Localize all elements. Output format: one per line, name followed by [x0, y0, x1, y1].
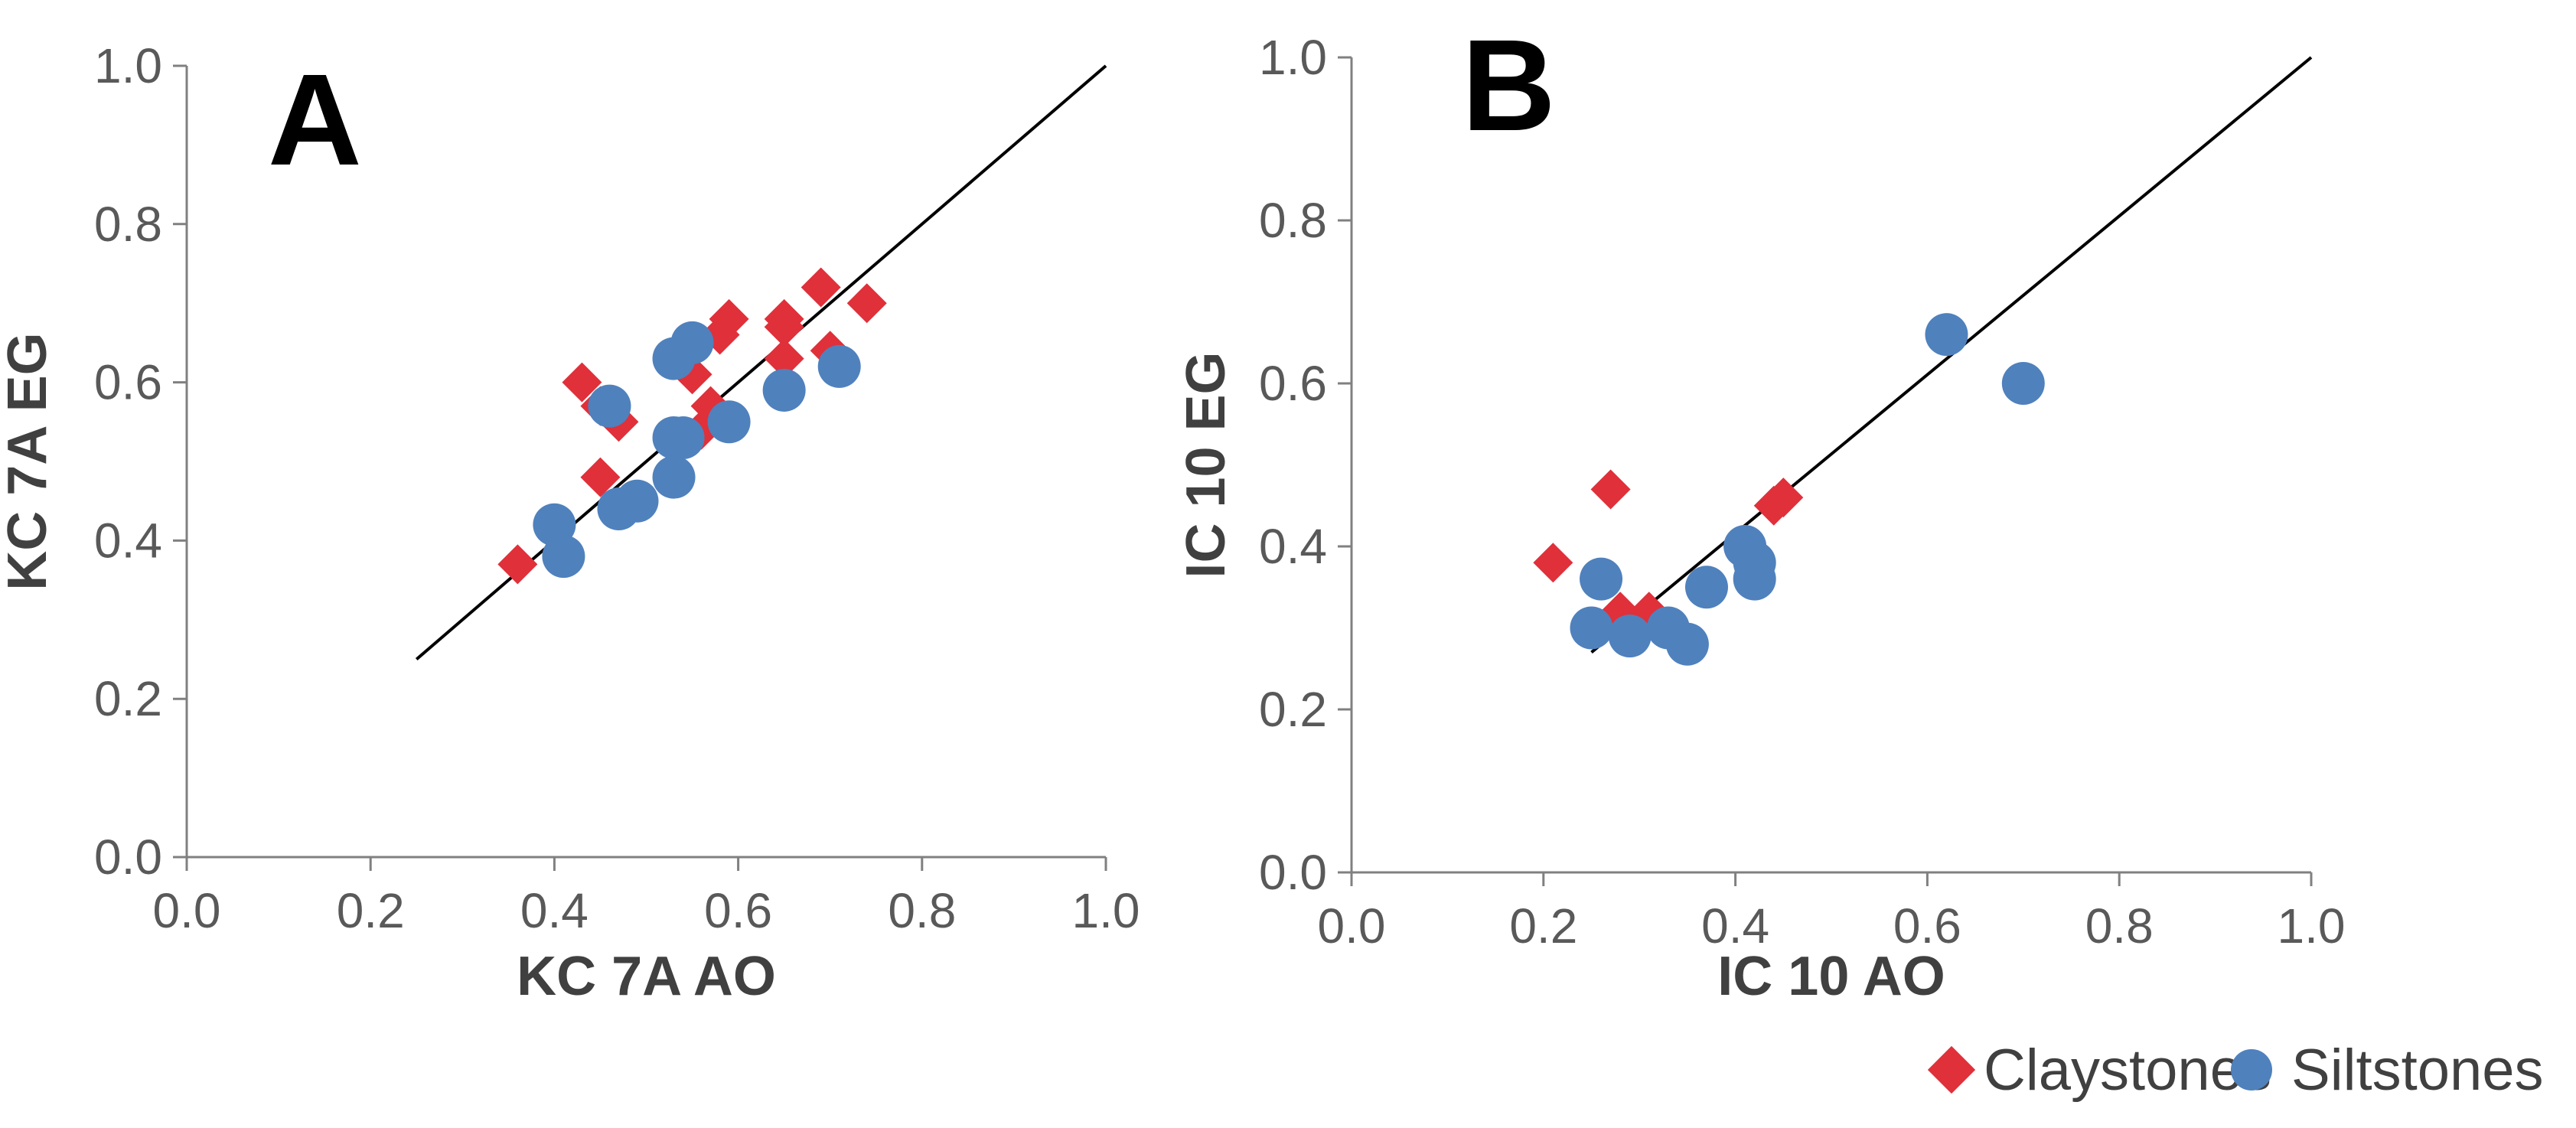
panel-a-ytick-label: 1.0: [94, 38, 162, 93]
panel-a-claystone-point: [764, 298, 804, 339]
panel-a-siltstone-point: [661, 416, 705, 459]
panel-a-siltstone-point: [707, 400, 751, 444]
panel-a-xtick-label: 0.4: [520, 883, 589, 938]
panel-a-letter: A: [268, 47, 362, 193]
panel-a-siltstone-point: [542, 535, 585, 579]
panel-a-siltstone-point: [652, 455, 696, 499]
panel-a-ytick-label: 0.2: [94, 671, 162, 726]
legend: Claystones Siltstones: [1927, 1038, 2544, 1103]
panel-a-siltstone-point: [615, 479, 659, 523]
panel-b-claystone-point: [1590, 469, 1631, 510]
panel-b-siltstone-point: [1684, 566, 1728, 609]
legend-item-siltstones: Siltstones: [2231, 1038, 2544, 1103]
legend-item-claystones: Claystones: [1927, 1038, 2271, 1103]
panel-b-y-axis-label: IC 10 EG: [1176, 351, 1237, 578]
panel-b-siltstone-point: [1608, 615, 1652, 658]
panel-a-claystone-point: [801, 267, 841, 308]
panel-b-siltstone-point: [2001, 362, 2045, 405]
panel-b-siltstone-point: [1733, 557, 1776, 601]
panel-a-xtick-label: 0.0: [153, 883, 221, 938]
panel-b-ytick-label: 0.6: [1259, 356, 1327, 411]
panel-a-ytick-label: 0.0: [94, 830, 162, 885]
panel-a-siltstone-point: [762, 368, 806, 412]
panel-b-siltstone-point: [1925, 313, 1968, 357]
panel-b-siltstone-point: [1665, 622, 1709, 666]
legend-claystones-marker: [1927, 1045, 1976, 1094]
panel-b-ytick-label: 0.2: [1259, 682, 1327, 737]
legend-siltstones-label: Siltstones: [2291, 1038, 2544, 1103]
panel-a-xtick-label: 1.0: [1072, 883, 1140, 938]
panel-b: 0.0 0.2 0.4 0.6 0.8 1.0 0.0 0.2 0.4 0.6 0.8 1.0 IC 1…: [1176, 13, 2345, 1007]
panel-b-ytick-label: 0.8: [1259, 193, 1327, 248]
panel-a-xtick-label: 0.6: [704, 883, 772, 938]
panel-a: 0.0 0.2 0.4 0.6 0.8 1.0 0.0 0.2 0.4 0.6 0.8 1.0 KC 7…: [0, 38, 1140, 1007]
panel-a-xtick-label: 0.2: [337, 883, 405, 938]
panel-a-claystone-point: [580, 457, 621, 497]
panel-a-claystone-point: [497, 544, 538, 585]
panel-a-claystone-point: [709, 298, 749, 339]
panel-a-ytick-label: 0.4: [94, 513, 162, 568]
panel-a-x-axis-label: KC 7A AO: [517, 946, 776, 1007]
legend-siltstones-marker: [2231, 1049, 2272, 1091]
panel-a-y-axis-label: KC 7A EG: [0, 332, 58, 590]
panel-b-siltstone-point: [1580, 557, 1623, 601]
panel-b-xtick-label: 0.0: [1318, 898, 1386, 954]
panel-b-siltstone-point: [1570, 606, 1613, 650]
panel-b-xtick-label: 1.0: [2278, 898, 2346, 954]
panel-b-claystone-point: [1533, 543, 1573, 583]
panel-a-claystone-point: [562, 362, 602, 403]
panel-b-claystone-point: [1763, 478, 1804, 518]
panel-a-siltstone-point: [670, 321, 714, 364]
panel-b-xtick-label: 0.8: [2085, 898, 2154, 954]
panel-a-ytick-label: 0.6: [94, 355, 162, 410]
panel-b-xtick-label: 0.2: [1509, 898, 1577, 954]
panel-b-letter: B: [1462, 13, 1556, 158]
legend-claystones-label: Claystones: [1984, 1038, 2271, 1103]
panel-b-xtick-label: 0.6: [1893, 898, 1961, 954]
panel-a-xtick-label: 0.8: [888, 883, 956, 938]
panel-a-claystone-point: [764, 338, 804, 379]
panel-a-siltstone-point: [817, 344, 861, 388]
panel-a-ytick-label: 0.8: [94, 197, 162, 252]
panel-b-xtick-label: 0.4: [1701, 898, 1769, 954]
panel-b-ytick-label: 0.4: [1259, 519, 1327, 574]
panel-a-siltstone-point: [588, 384, 631, 428]
panel-a-claystone-point: [846, 283, 887, 324]
panel-b-ytick-label: 0.0: [1259, 845, 1327, 900]
panel-b-x-axis-label: IC 10 AO: [1717, 946, 1945, 1007]
panel-b-ytick-label: 1.0: [1259, 30, 1327, 85]
